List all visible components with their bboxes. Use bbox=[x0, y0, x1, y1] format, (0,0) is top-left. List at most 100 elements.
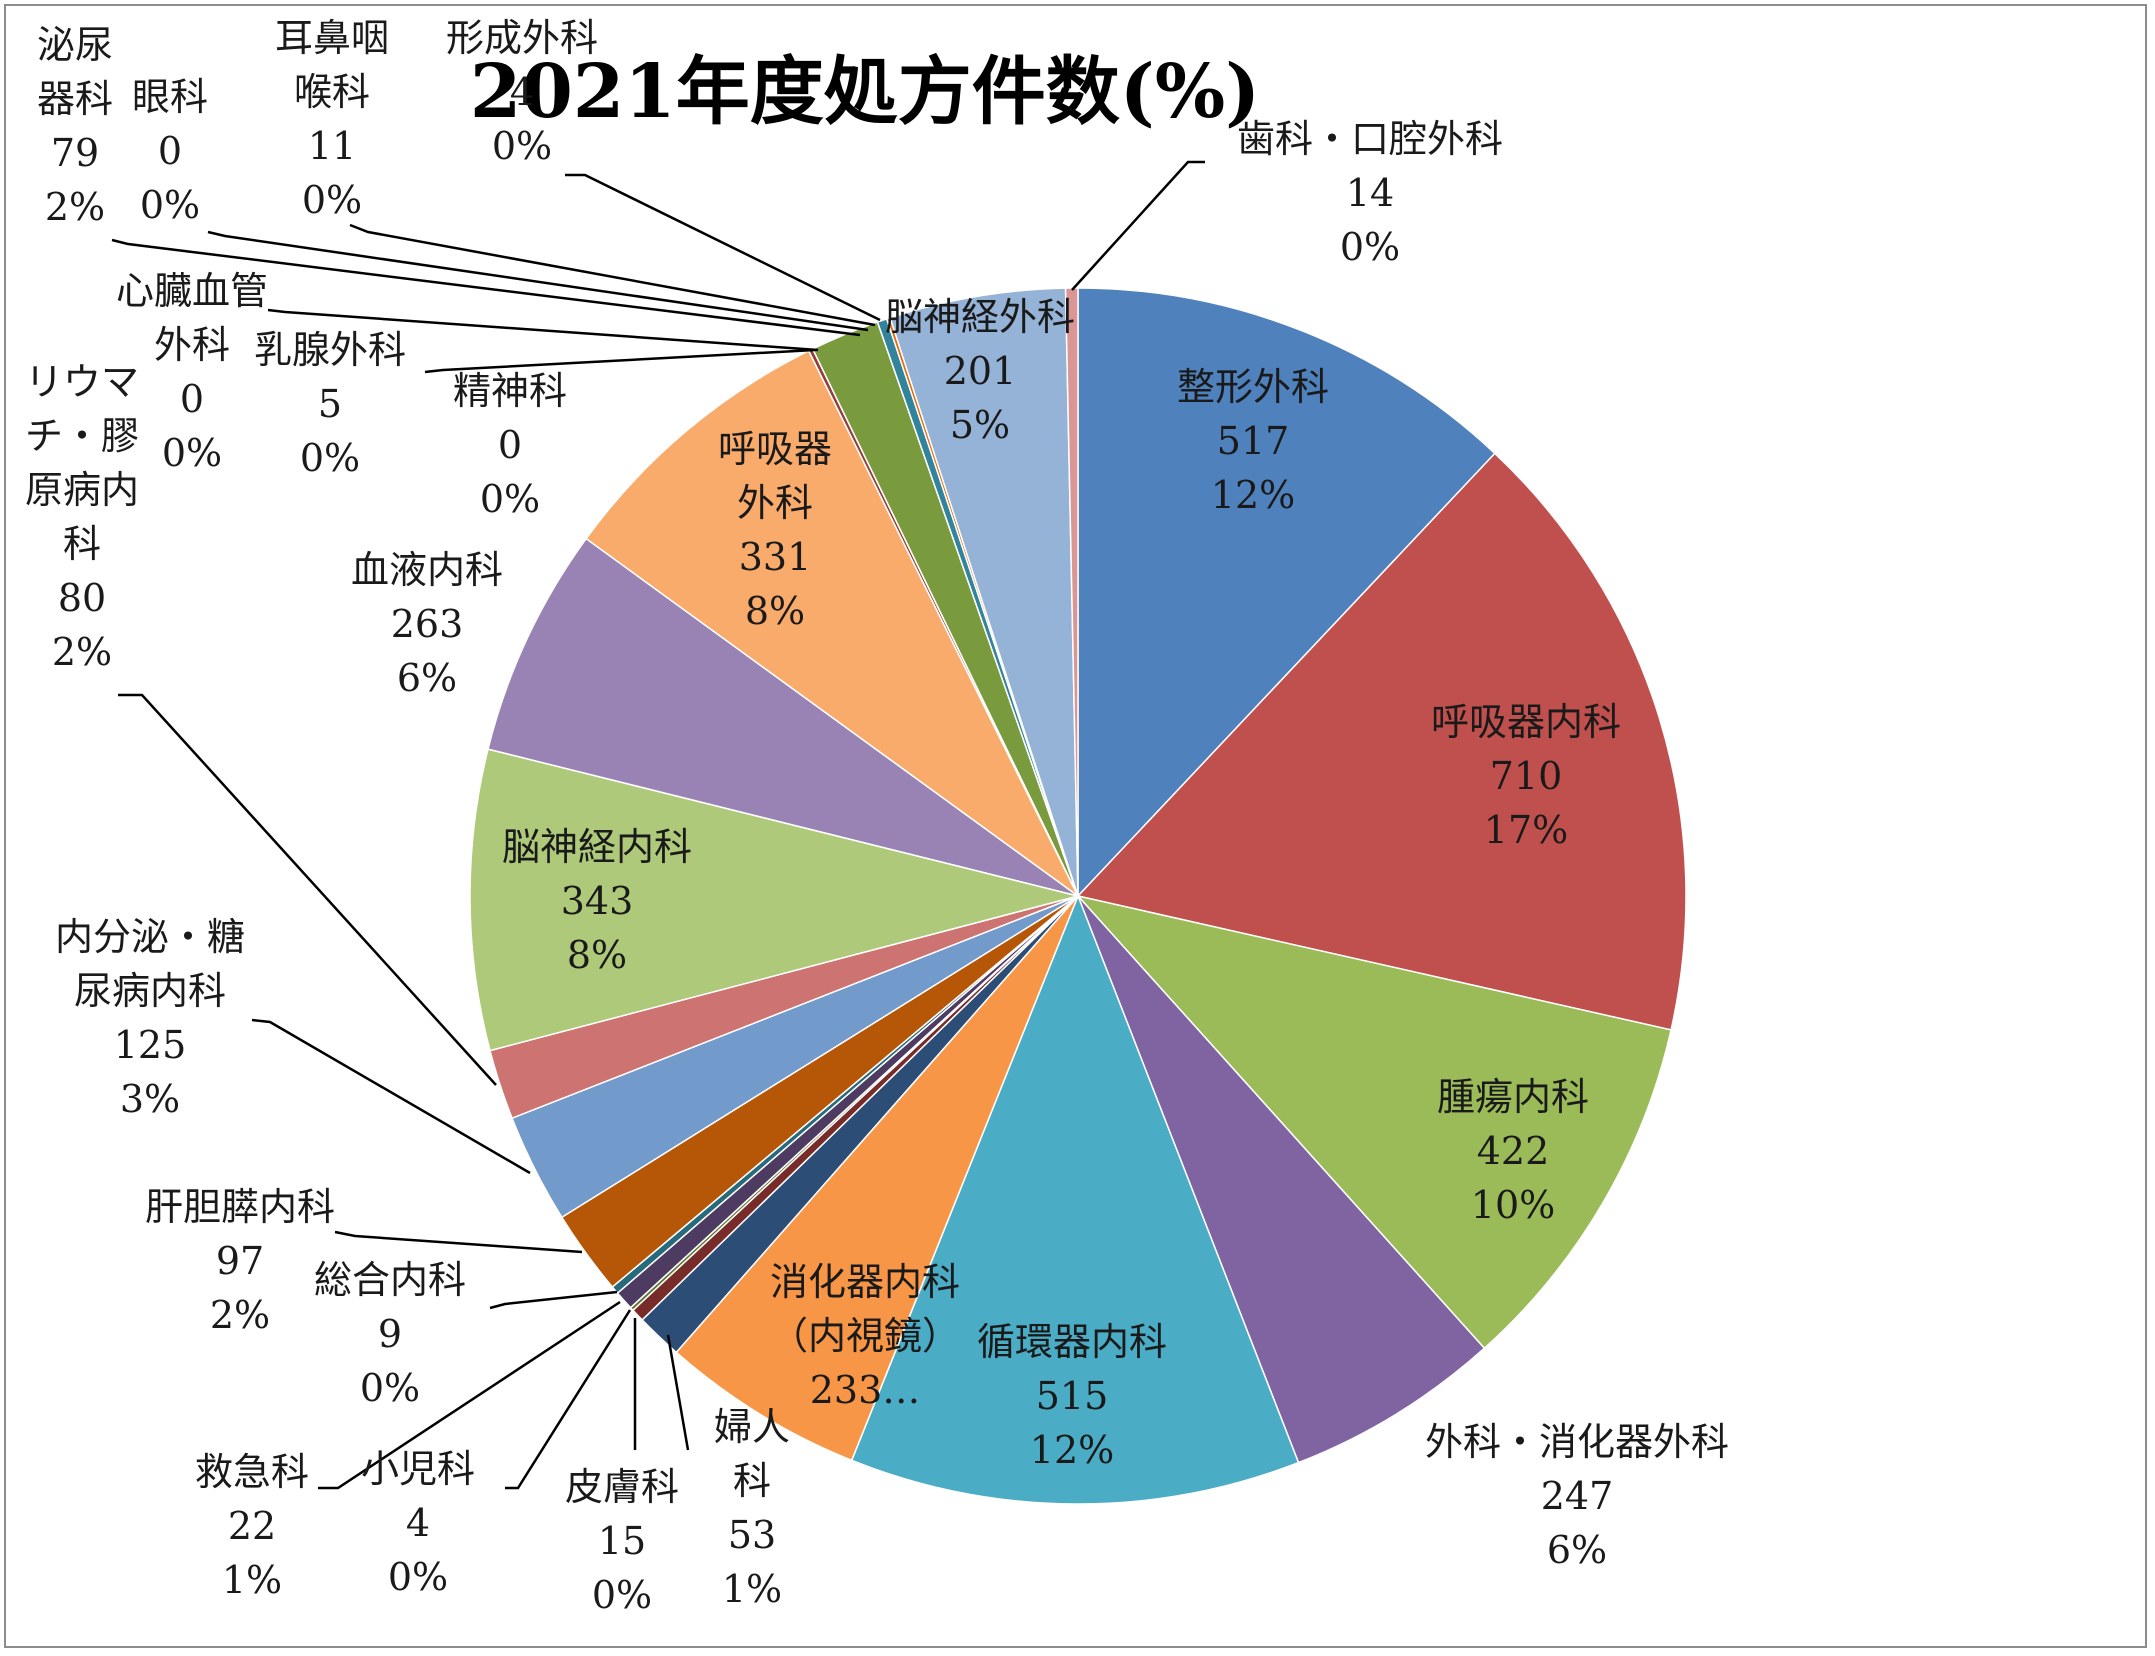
data-label-shika-line-0: 歯科・口腔外科 bbox=[1237, 117, 1503, 161]
data-label-shokaki-line-2: 233… bbox=[810, 1368, 921, 1412]
data-label-naibunpi-line-2: 125 bbox=[114, 1023, 187, 1067]
data-label-rheuma-line-3: 科 bbox=[63, 522, 101, 566]
data-label-rheuma-line-1: チ・膠 bbox=[25, 414, 139, 458]
chart-title: 2021年度処方件数(%) bbox=[470, 49, 1260, 135]
data-label-noshinkei-naika-line-0: 脳神経内科 bbox=[502, 825, 692, 869]
data-label-jibi-line-1: 喉科 bbox=[294, 70, 370, 114]
data-label-kyukyu-line-0: 救急科 bbox=[195, 1450, 309, 1494]
data-label-kokyuki-naika-line-0: 呼吸器内科 bbox=[1431, 700, 1621, 744]
pie-slice-2 bbox=[1075, 894, 1672, 1350]
data-label-sogo-line-0: 総合内科 bbox=[314, 1258, 466, 1302]
data-label-seikei-line-0: 整形外科 bbox=[1177, 365, 1329, 409]
leader-line-ganka bbox=[207, 230, 869, 332]
leader-line-shinzo bbox=[267, 308, 819, 352]
data-label-ganka-line-0: 眼科 bbox=[132, 75, 208, 119]
data-label-noshinkei-naika-line-1: 343 bbox=[561, 879, 634, 923]
data-label-shinzo-line-0: 心臓血管 bbox=[116, 269, 268, 313]
data-label-geka-line-2: 6% bbox=[1547, 1528, 1607, 1572]
data-label-hinyoki-line-2: 79 bbox=[51, 131, 99, 175]
data-label-nyusen-line-2: 0% bbox=[300, 436, 360, 480]
data-label-naibunpi-line-0: 内分泌・糖 bbox=[55, 915, 245, 959]
data-label-naibunpi-line-1: 尿病内科 bbox=[74, 969, 226, 1013]
pie-slice-25 bbox=[1064, 287, 1079, 897]
pie-slice-14 bbox=[469, 748, 1079, 1052]
data-label-shuyo-line-1: 422 bbox=[1477, 1129, 1550, 1173]
data-label-shuyo-line-0: 腫瘍内科 bbox=[1437, 1075, 1589, 1119]
leader-line-kantan bbox=[334, 1230, 583, 1254]
data-label-ganka-line-2: 0% bbox=[140, 183, 200, 227]
data-label-junkanki-line-0: 循環器内科 bbox=[977, 1320, 1167, 1364]
pie-slice-3 bbox=[1077, 895, 1486, 1464]
leader-line-shika bbox=[1071, 160, 1205, 291]
data-label-kokyuki-geka-line-0: 呼吸器 bbox=[718, 427, 832, 471]
pie-slice-16 bbox=[585, 349, 1079, 897]
data-label-hifuka-line-1: 15 bbox=[598, 1519, 646, 1563]
data-label-fujinka-line-2: 53 bbox=[728, 1513, 776, 1557]
pie-slice-15 bbox=[487, 537, 1079, 897]
data-label-fujinka-line-0: 婦人 bbox=[714, 1405, 790, 1449]
data-label-seikei-line-2: 12% bbox=[1211, 473, 1295, 517]
data-label-ketsueki-line-1: 263 bbox=[391, 602, 464, 646]
pie-slice-1 bbox=[1076, 452, 1687, 1031]
leader-line-fujinka bbox=[666, 1334, 690, 1451]
data-label-shuyo-line-2: 10% bbox=[1471, 1183, 1555, 1227]
data-labels: 整形外科51712%呼吸器内科71017%腫瘍内科42210%外科・消化器外科2… bbox=[25, 16, 1729, 1617]
data-label-keisei-line-0: 形成外科 bbox=[446, 16, 598, 60]
data-label-noshinkei-geka-line-2: 5% bbox=[950, 403, 1010, 447]
data-label-kokyuki-geka-line-3: 8% bbox=[745, 589, 805, 633]
pie-slice-24 bbox=[889, 287, 1079, 897]
data-label-noshinkei-geka-line-1: 201 bbox=[944, 349, 1017, 393]
leader-line-sogo bbox=[489, 1290, 618, 1310]
data-label-jibi-line-2: 11 bbox=[308, 124, 356, 168]
data-label-kyukyu-line-1: 22 bbox=[228, 1504, 276, 1548]
data-label-hifuka-line-2: 0% bbox=[592, 1573, 652, 1617]
data-label-noshinkei-geka-line-0: 脳神経外科 bbox=[885, 295, 1075, 339]
leader-line-kyukyu bbox=[318, 1300, 621, 1490]
data-label-shonika-line-1: 4 bbox=[406, 1501, 430, 1545]
data-label-naibunpi-line-3: 3% bbox=[120, 1077, 180, 1121]
leader-line-hinyoki bbox=[111, 238, 861, 337]
leader-line-shonika bbox=[505, 1309, 632, 1490]
data-label-seikei-line-1: 517 bbox=[1217, 419, 1290, 463]
data-label-kantan-line-2: 2% bbox=[210, 1293, 270, 1337]
data-label-shokaki-line-0: 消化器内科 bbox=[770, 1260, 960, 1304]
data-label-ketsueki-line-0: 血液内科 bbox=[351, 548, 503, 592]
data-label-sogo-line-1: 9 bbox=[378, 1312, 402, 1356]
data-label-shika-line-1: 14 bbox=[1346, 171, 1394, 215]
data-label-seishin-line-0: 精神科 bbox=[453, 369, 567, 413]
data-label-rheuma-line-5: 2% bbox=[52, 630, 112, 674]
pie-slice-5 bbox=[675, 895, 1079, 1462]
leader-line-naibunpi bbox=[251, 1018, 531, 1175]
data-label-shinzo-line-3: 0% bbox=[162, 431, 222, 475]
pie-slices bbox=[469, 287, 1687, 1505]
leader-line-keisei bbox=[565, 173, 881, 322]
pie-slice-0 bbox=[1077, 287, 1496, 898]
data-label-shonika-line-2: 0% bbox=[388, 1555, 448, 1599]
data-label-jibi-line-0: 耳鼻咽 bbox=[275, 16, 389, 60]
data-label-geka-line-1: 247 bbox=[1541, 1474, 1614, 1518]
data-label-kokyuki-geka-line-2: 331 bbox=[739, 535, 812, 579]
data-label-seishin-line-1: 0 bbox=[498, 423, 522, 467]
data-label-kokyuki-naika-line-1: 710 bbox=[1490, 754, 1563, 798]
data-label-nyusen-line-1: 5 bbox=[318, 382, 342, 426]
data-label-fujinka-line-1: 科 bbox=[733, 1459, 771, 1503]
data-label-shinzo-line-1: 外科 bbox=[154, 323, 230, 367]
data-label-rheuma-line-0: リウマ bbox=[25, 360, 139, 404]
data-label-seishin-line-2: 0% bbox=[480, 477, 540, 521]
data-label-nyusen-line-0: 乳腺外科 bbox=[254, 328, 406, 372]
leader-line-nyusen bbox=[424, 348, 816, 374]
data-label-ganka-line-1: 0 bbox=[158, 129, 182, 173]
data-label-hinyoki-line-3: 2% bbox=[45, 185, 105, 229]
data-label-ketsueki-line-2: 6% bbox=[397, 656, 457, 700]
data-label-junkanki-line-2: 12% bbox=[1030, 1428, 1114, 1472]
data-label-hifuka-line-0: 皮膚科 bbox=[565, 1465, 679, 1509]
data-label-hinyoki-line-0: 泌尿 bbox=[37, 23, 113, 67]
data-label-kantan-line-1: 97 bbox=[216, 1239, 264, 1283]
data-label-kyukyu-line-2: 1% bbox=[222, 1558, 282, 1602]
data-label-keisei-line-2: 0% bbox=[492, 124, 552, 168]
data-label-rheuma-line-4: 80 bbox=[58, 576, 106, 620]
data-label-sogo-line-2: 0% bbox=[360, 1366, 420, 1410]
data-label-kantan-line-0: 肝胆膵内科 bbox=[145, 1185, 335, 1229]
data-label-junkanki-line-1: 515 bbox=[1036, 1374, 1109, 1418]
